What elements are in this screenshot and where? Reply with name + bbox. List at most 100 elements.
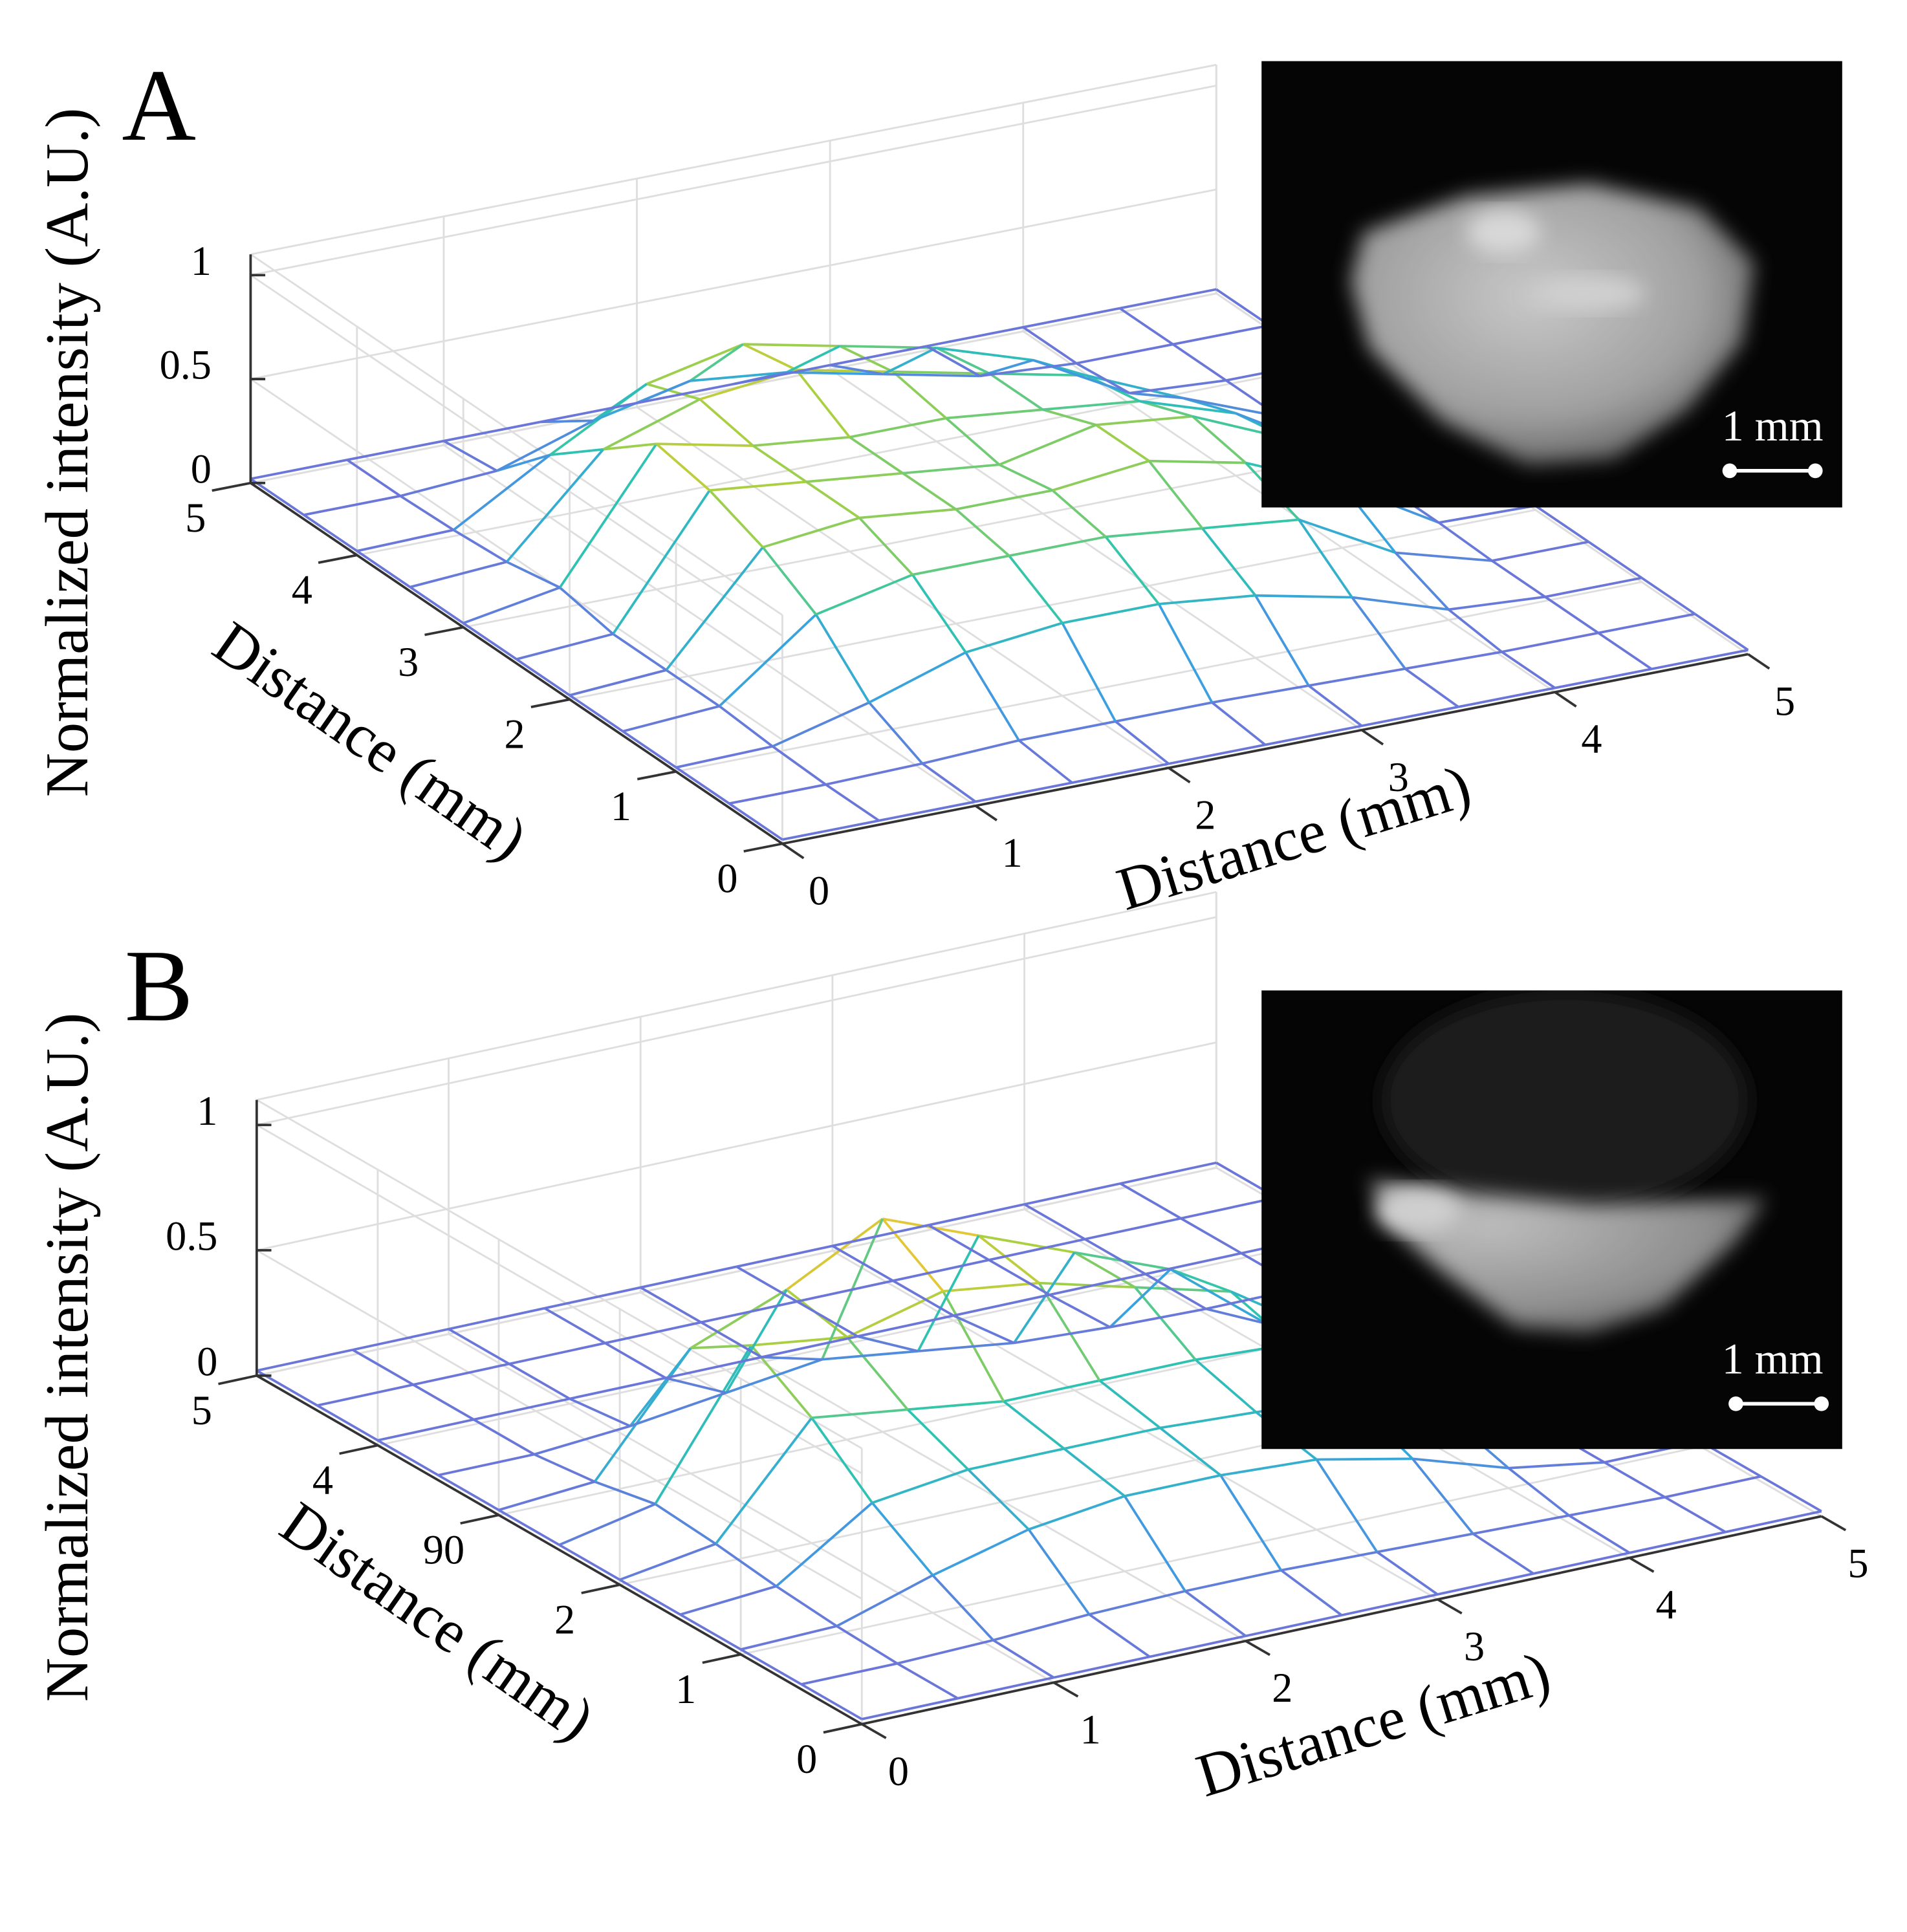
inset-a: 1 mm xyxy=(1261,61,1842,508)
mesh-edge xyxy=(1120,1161,1217,1185)
y-tick-label: 90 xyxy=(423,1527,464,1573)
mesh-edge xyxy=(743,343,840,347)
mesh-edge xyxy=(999,463,1053,492)
mesh-edge xyxy=(1120,1182,1182,1220)
z-tick-label: 0.5 xyxy=(160,342,212,388)
x-tick xyxy=(1747,653,1771,670)
mesh-edge xyxy=(1098,1379,1161,1429)
mesh-edge xyxy=(1544,596,1599,635)
mesh-edge xyxy=(1124,1474,1221,1497)
mesh-edge xyxy=(988,372,1044,411)
mesh-edge xyxy=(1361,706,1459,728)
mesh-edge xyxy=(1119,288,1217,310)
mesh-edge xyxy=(902,463,1000,475)
mesh-edge xyxy=(1201,527,1257,596)
mesh-edge xyxy=(1569,1495,1666,1517)
mesh-edge xyxy=(825,762,923,786)
mesh-edge xyxy=(1088,1613,1151,1658)
mesh-edge xyxy=(1245,1614,1342,1638)
y-tick xyxy=(218,1374,257,1385)
mesh-edge xyxy=(1149,1634,1247,1658)
mesh-edge xyxy=(1255,594,1353,599)
mesh-edge xyxy=(989,372,1087,377)
mesh-edge xyxy=(1554,668,1652,689)
mesh-edge xyxy=(1212,684,1309,704)
mesh-edge xyxy=(646,343,744,385)
mesh-edge xyxy=(857,1314,954,1338)
mesh-edge xyxy=(893,1259,990,1282)
grid-line xyxy=(256,916,1217,1126)
mesh-edge xyxy=(911,574,967,653)
mesh-edge xyxy=(1491,559,1546,598)
x-tick-label: 4 xyxy=(1581,716,1602,762)
y-tick-label: 0 xyxy=(717,856,737,902)
mesh-edge xyxy=(409,560,507,589)
x-tick xyxy=(1053,1681,1079,1698)
grid-line xyxy=(250,84,1217,276)
mesh-edge xyxy=(1129,379,1226,395)
z-axis-label: Normalized intensity (A.U.) xyxy=(34,108,101,798)
mesh-edge xyxy=(544,1286,641,1310)
mesh-edge xyxy=(1508,1460,1605,1470)
x-tick xyxy=(1437,1598,1463,1614)
mesh-edge xyxy=(629,1391,727,1427)
mesh-edge xyxy=(775,1585,838,1627)
grid-line xyxy=(636,406,1170,769)
mesh-edge xyxy=(957,1676,1054,1700)
mesh-edge xyxy=(836,1574,933,1627)
y-tick-label: 2 xyxy=(505,711,525,757)
mesh-edge xyxy=(1568,1514,1631,1554)
mesh-edge xyxy=(725,1358,823,1395)
mesh-edge xyxy=(762,516,860,548)
mesh-edge xyxy=(1404,650,1502,670)
mesh-edge xyxy=(690,371,787,382)
mesh-edge xyxy=(1089,1590,1186,1616)
mesh-edge xyxy=(1507,1467,1570,1517)
mesh-edge xyxy=(1404,668,1459,708)
mesh-edge xyxy=(1501,631,1599,653)
mesh-edge xyxy=(1118,307,1174,345)
mesh-edge xyxy=(1281,1550,1378,1572)
mesh-edge xyxy=(303,494,401,516)
mesh-edge xyxy=(979,362,1077,378)
mesh-edge xyxy=(861,1697,959,1720)
mesh-edge xyxy=(1084,1238,1146,1275)
grid-line xyxy=(443,444,976,807)
mesh-edge xyxy=(506,560,561,589)
mesh-edge xyxy=(1095,415,1193,426)
mesh-edge xyxy=(1172,324,1270,346)
mesh-edge xyxy=(926,326,1024,348)
mesh-edge xyxy=(1280,1569,1343,1616)
mesh-edge xyxy=(1129,391,1183,400)
mesh-edge xyxy=(718,613,817,708)
mesh-edge xyxy=(953,1294,1050,1317)
mesh-edge xyxy=(1042,400,1140,411)
mesh-edge xyxy=(846,1290,944,1338)
mesh-edge xyxy=(921,762,977,803)
mesh-edge xyxy=(505,448,605,563)
mesh-edge xyxy=(534,1424,631,1456)
mesh-edge xyxy=(543,1307,606,1345)
x-axis xyxy=(861,1515,1822,1726)
x-tick xyxy=(1554,691,1577,708)
mesh-edge xyxy=(399,495,455,531)
mesh-edge xyxy=(918,1341,1014,1352)
mesh-edge xyxy=(718,705,774,748)
mesh-edge xyxy=(612,633,667,671)
mesh-edge xyxy=(569,1376,666,1400)
mesh-edge xyxy=(438,1453,535,1477)
mesh-edge xyxy=(680,1585,777,1616)
mesh-edge xyxy=(1084,1217,1181,1241)
mesh-edge xyxy=(1181,1196,1278,1220)
mesh-edge xyxy=(619,1543,717,1581)
mesh-edge xyxy=(516,633,614,661)
mesh-edge xyxy=(539,402,637,424)
wall-edge xyxy=(250,63,1217,255)
mesh-edge xyxy=(1664,1496,1727,1534)
mesh-edge xyxy=(1694,613,1749,651)
y-tick xyxy=(581,1583,620,1594)
mesh-edge xyxy=(795,369,851,439)
y-tick-label: 4 xyxy=(312,1457,333,1503)
mesh-edge xyxy=(815,573,913,616)
mesh-edge xyxy=(829,364,884,376)
